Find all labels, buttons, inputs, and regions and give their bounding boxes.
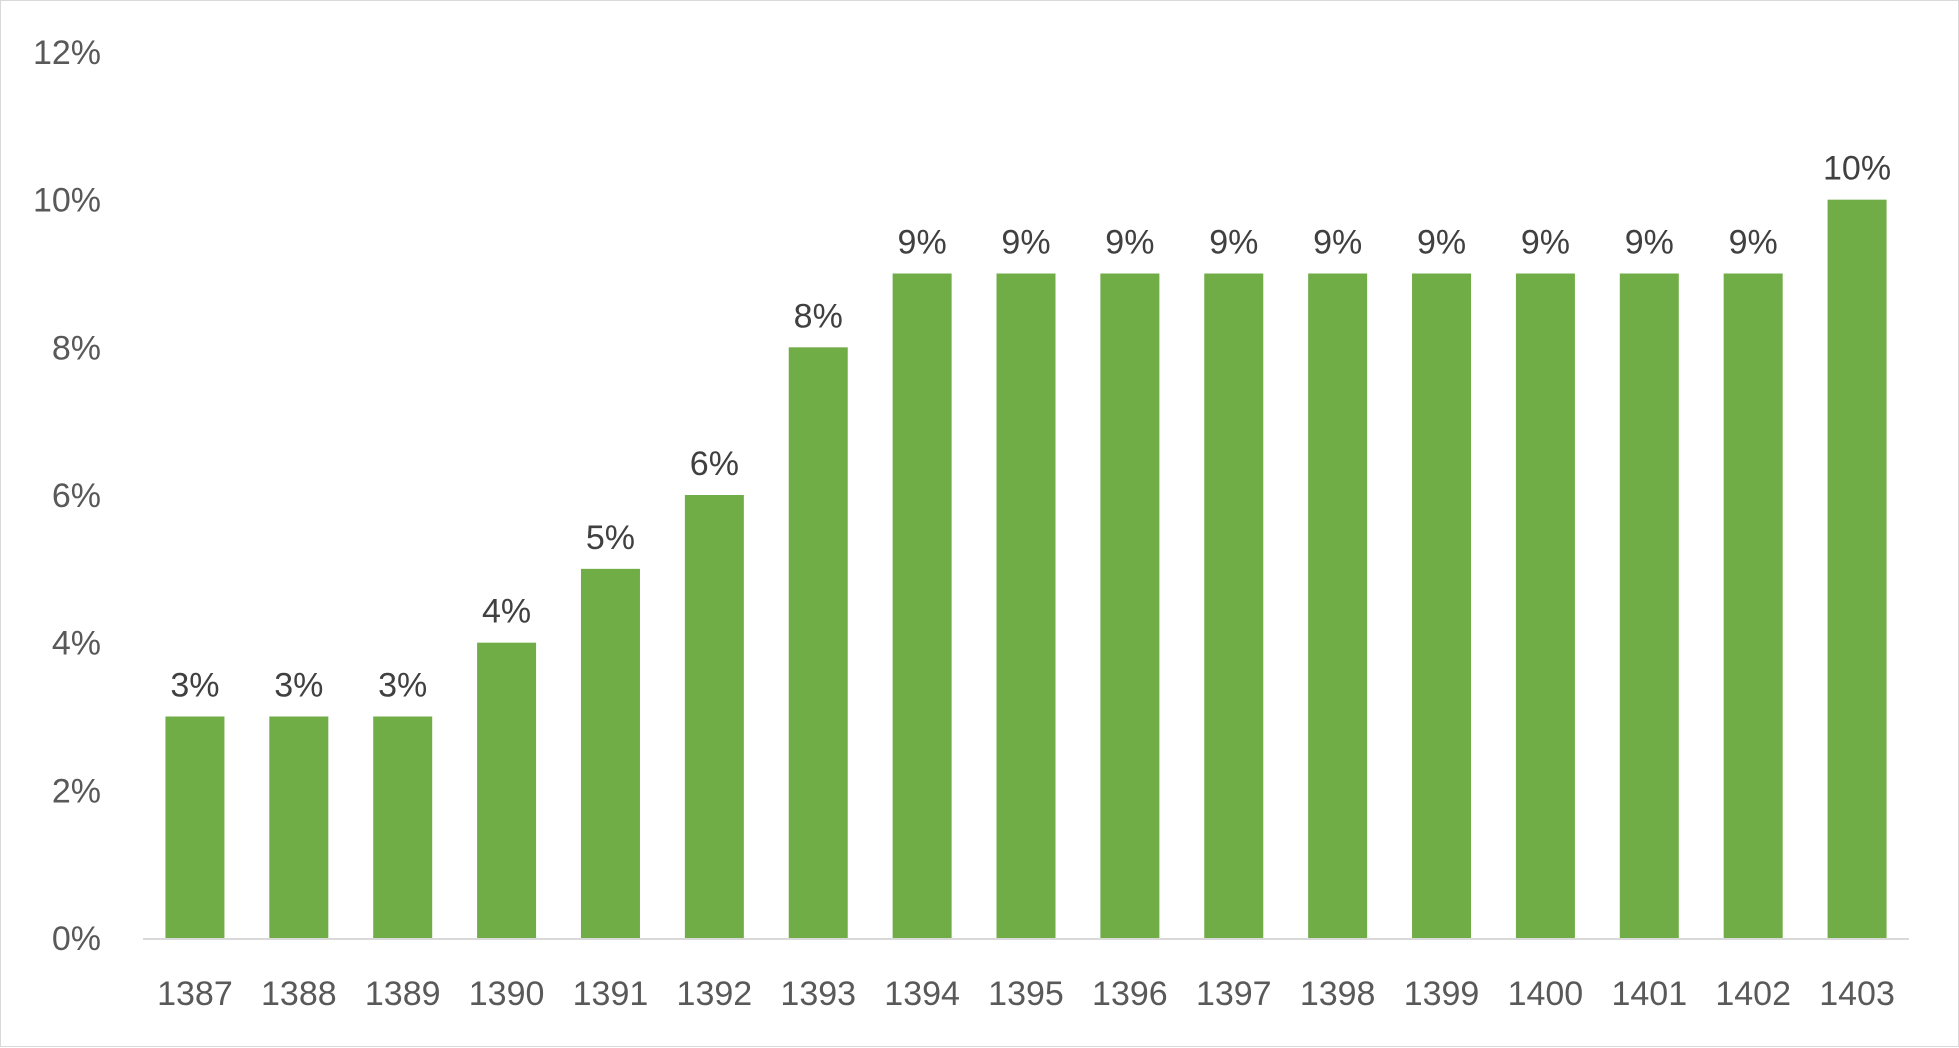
data-label-1388: 3% bbox=[274, 667, 323, 705]
data-label-1394: 9% bbox=[898, 224, 947, 262]
data-label-1391: 5% bbox=[586, 519, 635, 557]
x-tick-label: 1388 bbox=[261, 975, 337, 1013]
bar-1387 bbox=[165, 716, 225, 938]
x-tick-label: 1399 bbox=[1404, 975, 1480, 1013]
bar-1402 bbox=[1723, 273, 1783, 938]
y-tick-label: 2% bbox=[52, 772, 101, 810]
bar-1395 bbox=[996, 273, 1056, 938]
data-label-1393: 8% bbox=[794, 297, 843, 335]
data-label-1392: 6% bbox=[690, 445, 739, 483]
data-label-1400: 9% bbox=[1521, 224, 1570, 262]
bar-1397 bbox=[1204, 273, 1264, 938]
bar-1389 bbox=[373, 716, 433, 938]
data-label-1398: 9% bbox=[1313, 224, 1362, 262]
bar-1396 bbox=[1100, 273, 1160, 938]
x-tick-label: 1397 bbox=[1196, 975, 1272, 1013]
x-tick-label: 1390 bbox=[469, 975, 545, 1013]
y-tick-label: 4% bbox=[52, 625, 101, 663]
data-labels: 3% 3% 3% 4% 5% 6% 8% 9% 9% 9% 9% 9% 9% 9% 9% 9% 10% bbox=[170, 150, 1891, 705]
x-tick-label: 1392 bbox=[677, 975, 753, 1013]
data-label-1399: 9% bbox=[1417, 224, 1466, 262]
data-label-1403: 10% bbox=[1823, 150, 1891, 188]
y-tick-label: 12% bbox=[33, 34, 101, 72]
x-tick-label: 1403 bbox=[1819, 975, 1895, 1013]
y-tick-label: 0% bbox=[52, 920, 101, 958]
data-label-1397: 9% bbox=[1209, 224, 1258, 262]
x-axis-category-labels: 1387 1388 1389 1390 1391 1392 1393 1394 1395 1396… bbox=[157, 975, 1895, 1013]
bar-1403 bbox=[1827, 199, 1887, 938]
bar-1401 bbox=[1619, 273, 1679, 938]
data-label-1389: 3% bbox=[378, 667, 427, 705]
x-tick-label: 1401 bbox=[1611, 975, 1687, 1013]
bars bbox=[165, 199, 1887, 938]
data-label-1390: 4% bbox=[482, 593, 531, 631]
x-tick-label: 1402 bbox=[1715, 975, 1791, 1013]
x-tick-label: 1400 bbox=[1508, 975, 1584, 1013]
y-tick-label: 6% bbox=[52, 477, 101, 515]
bar-1394 bbox=[892, 273, 952, 938]
data-label-1401: 9% bbox=[1625, 224, 1674, 262]
bar-1398 bbox=[1308, 273, 1368, 938]
y-tick-label: 8% bbox=[52, 329, 101, 367]
bar-1399 bbox=[1412, 273, 1472, 938]
bar-1388 bbox=[269, 716, 329, 938]
x-tick-label: 1396 bbox=[1092, 975, 1168, 1013]
bar-1390 bbox=[477, 642, 537, 938]
data-label-1402: 9% bbox=[1729, 224, 1778, 262]
x-tick-label: 1398 bbox=[1300, 975, 1376, 1013]
x-tick-label: 1387 bbox=[157, 975, 233, 1013]
data-label-1387: 3% bbox=[170, 667, 219, 705]
bar-1392 bbox=[684, 495, 744, 938]
data-label-1396: 9% bbox=[1105, 224, 1154, 262]
data-label-1395: 9% bbox=[1001, 224, 1050, 262]
bar-1400 bbox=[1515, 273, 1575, 938]
y-tick-label: 10% bbox=[33, 182, 101, 220]
bar-1391 bbox=[580, 568, 640, 938]
x-tick-label: 1395 bbox=[988, 975, 1064, 1013]
x-tick-label: 1394 bbox=[884, 975, 960, 1013]
y-axis-tick-labels: 0% 2% 4% 6% 8% 10% 12% bbox=[33, 34, 101, 958]
x-tick-label: 1393 bbox=[780, 975, 856, 1013]
x-tick-label: 1391 bbox=[573, 975, 649, 1013]
x-tick-label: 1389 bbox=[365, 975, 441, 1013]
bar-1393 bbox=[788, 347, 848, 938]
